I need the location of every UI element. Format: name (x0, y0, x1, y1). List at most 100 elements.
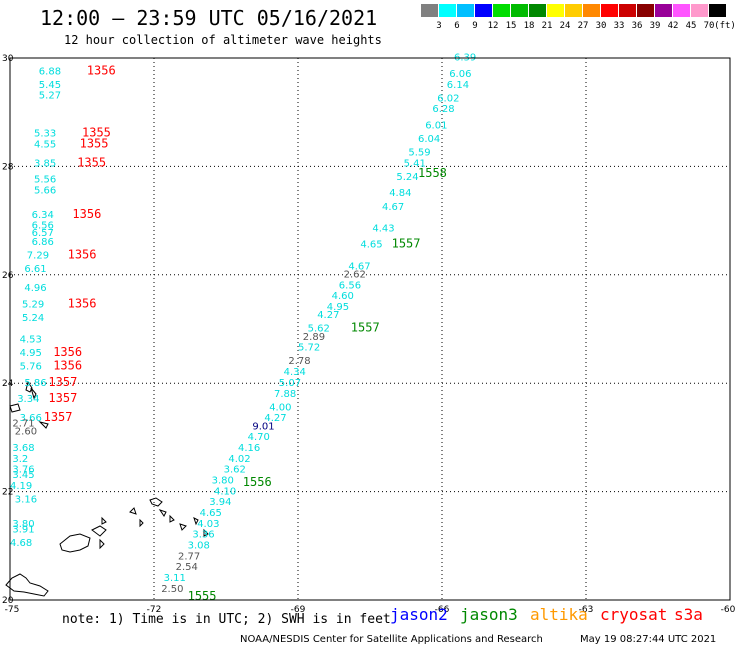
lon-tick-label: -63 (579, 605, 594, 615)
color-scale-tick: 42 (667, 21, 679, 31)
swh-value-label: 4.67 (382, 202, 404, 213)
swh-value-label: 4.34 (284, 367, 306, 378)
color-swatch (691, 4, 708, 17)
swh-value-label: 5.66 (34, 186, 56, 197)
pass-time-label: 1356 (53, 345, 82, 359)
swh-value-label: 5.27 (39, 91, 61, 102)
swh-value-label: 6.56 (339, 280, 361, 291)
swh-value-label: 4.96 (24, 283, 46, 294)
map-grid (10, 58, 730, 600)
color-scale-unit: (ft) (714, 21, 736, 31)
swh-value-label: 4.84 (389, 188, 411, 199)
swh-value-label: 3.08 (188, 541, 210, 552)
map-title: 12:00 – 23:59 UTC 05/16/2021 (40, 6, 378, 30)
pass-time-label: 1557 (351, 321, 380, 335)
time-labels: 1356135513551355135613561356135613561357… (44, 63, 447, 603)
credit-text: NOAA/NESDIS Center for Satellite Applica… (240, 634, 543, 645)
color-swatch (637, 4, 654, 17)
map-frame (9, 57, 731, 601)
swh-value-label: 5.41 (404, 158, 426, 169)
swh-value-label: 4.67 (348, 261, 370, 272)
lon-tick-label: -72 (147, 605, 162, 615)
lon-tick-label: -66 (435, 605, 450, 615)
swh-value-label: 5.86 (24, 378, 46, 389)
swh-value-label: 6.01 (425, 120, 447, 131)
color-scale-tick: 9 (472, 21, 478, 31)
lat-tick-label: 22 (2, 488, 13, 498)
swh-value-label: 4.19 (10, 481, 32, 492)
color-swatch (709, 4, 726, 17)
color-swatch (457, 4, 474, 17)
color-swatch (475, 4, 492, 17)
pass-time-label: 1357 (48, 375, 77, 389)
swh-value-label: 3.91 (12, 524, 34, 535)
swh-value-label: 3.76 (12, 465, 34, 476)
swh-value-label: 6.34 (32, 210, 54, 221)
swh-value-label: 6.28 (432, 104, 454, 115)
swh-value-label: 5.24 (396, 172, 418, 183)
color-swatch (511, 4, 528, 17)
swh-value-label: 2.89 (303, 332, 325, 343)
lat-tick-label: 28 (2, 162, 14, 172)
pass-time-label: 1356 (72, 207, 101, 221)
color-swatch (565, 4, 582, 17)
color-scale-tick: 36 (631, 21, 643, 31)
pass-time-label: 1355 (77, 155, 106, 169)
pass-time-label: 1356 (87, 63, 116, 77)
swh-value-label: 3.34 (17, 394, 39, 405)
swh-value-label: 4.43 (372, 223, 394, 234)
swh-value-label: 2.78 (288, 356, 310, 367)
swh-value-label: 5.24 (22, 313, 44, 324)
color-swatch (493, 4, 510, 17)
color-scale-tick: 12 (487, 21, 499, 31)
swh-value-label: 6.06 (449, 69, 471, 80)
swh-labels: 6.396.066.146.026.286.016.045.595.415.24… (10, 53, 476, 595)
swh-value-label: 4.60 (332, 291, 354, 302)
swh-value-label: 3.80 (12, 519, 34, 530)
color-scale-tick: 21 (541, 21, 553, 31)
legend-s3a: s3a (674, 605, 703, 624)
pass-time-label: 1558 (418, 166, 447, 180)
pass-time-label: 1355 (82, 126, 111, 140)
swh-value-label: 3.62 (224, 465, 246, 476)
swh-value-label: 6.86 (32, 237, 54, 248)
swh-value-label: 3.66 (20, 413, 42, 424)
color-swatch (619, 4, 636, 17)
swh-value-label: 5.72 (298, 343, 320, 354)
color-scale-tick: 24 (559, 21, 571, 31)
swh-value-label: 6.57 (32, 228, 54, 239)
swh-value-label: 6.02 (437, 93, 459, 104)
swh-value-label: 3.68 (12, 443, 34, 454)
swh-value-label: 5.45 (39, 80, 61, 91)
lon-tick-label: -75 (5, 605, 20, 615)
swh-value-label: 4.00 (269, 402, 291, 413)
swh-value-label: 2.60 (15, 427, 37, 438)
swh-value-label: 3.16 (15, 494, 37, 505)
swh-value-label: 2.71 (12, 419, 34, 430)
pass-time-label: 1355 (80, 136, 109, 150)
pass-time-label: 1357 (44, 410, 73, 424)
swh-value-label: 5.76 (20, 362, 42, 373)
legend-jason2: jason2 (390, 605, 448, 624)
swh-value-label: 6.14 (447, 80, 469, 91)
swh-value-label: 4.27 (317, 310, 339, 321)
swh-value-label: 4.53 (20, 335, 42, 346)
map-subtitle: 12 hour collection of altimeter wave hei… (64, 33, 382, 47)
swh-value-label: 6.61 (24, 264, 46, 275)
color-swatch (601, 4, 618, 17)
lat-tick-label: 26 (2, 271, 14, 281)
footer-note: note: 1) Time is in UTC; 2) SWH is in fe… (62, 612, 391, 627)
swh-value-label: 4.03 (197, 519, 219, 530)
swh-value-label: 9.01 (252, 421, 274, 432)
color-swatch (655, 4, 672, 17)
swh-value-label: 4.55 (34, 139, 56, 150)
swh-value-label: 6.04 (418, 134, 440, 145)
color-scale-tick: 45 (685, 21, 697, 31)
pass-time-label: 1556 (243, 475, 272, 489)
legend-jason3: jason3 (460, 605, 518, 624)
swh-value-label: 3.45 (12, 470, 34, 481)
color-scale-tick: 30 (595, 21, 607, 31)
swh-value-label: 4.95 (20, 348, 42, 359)
swh-value-label: 2.54 (176, 562, 198, 573)
